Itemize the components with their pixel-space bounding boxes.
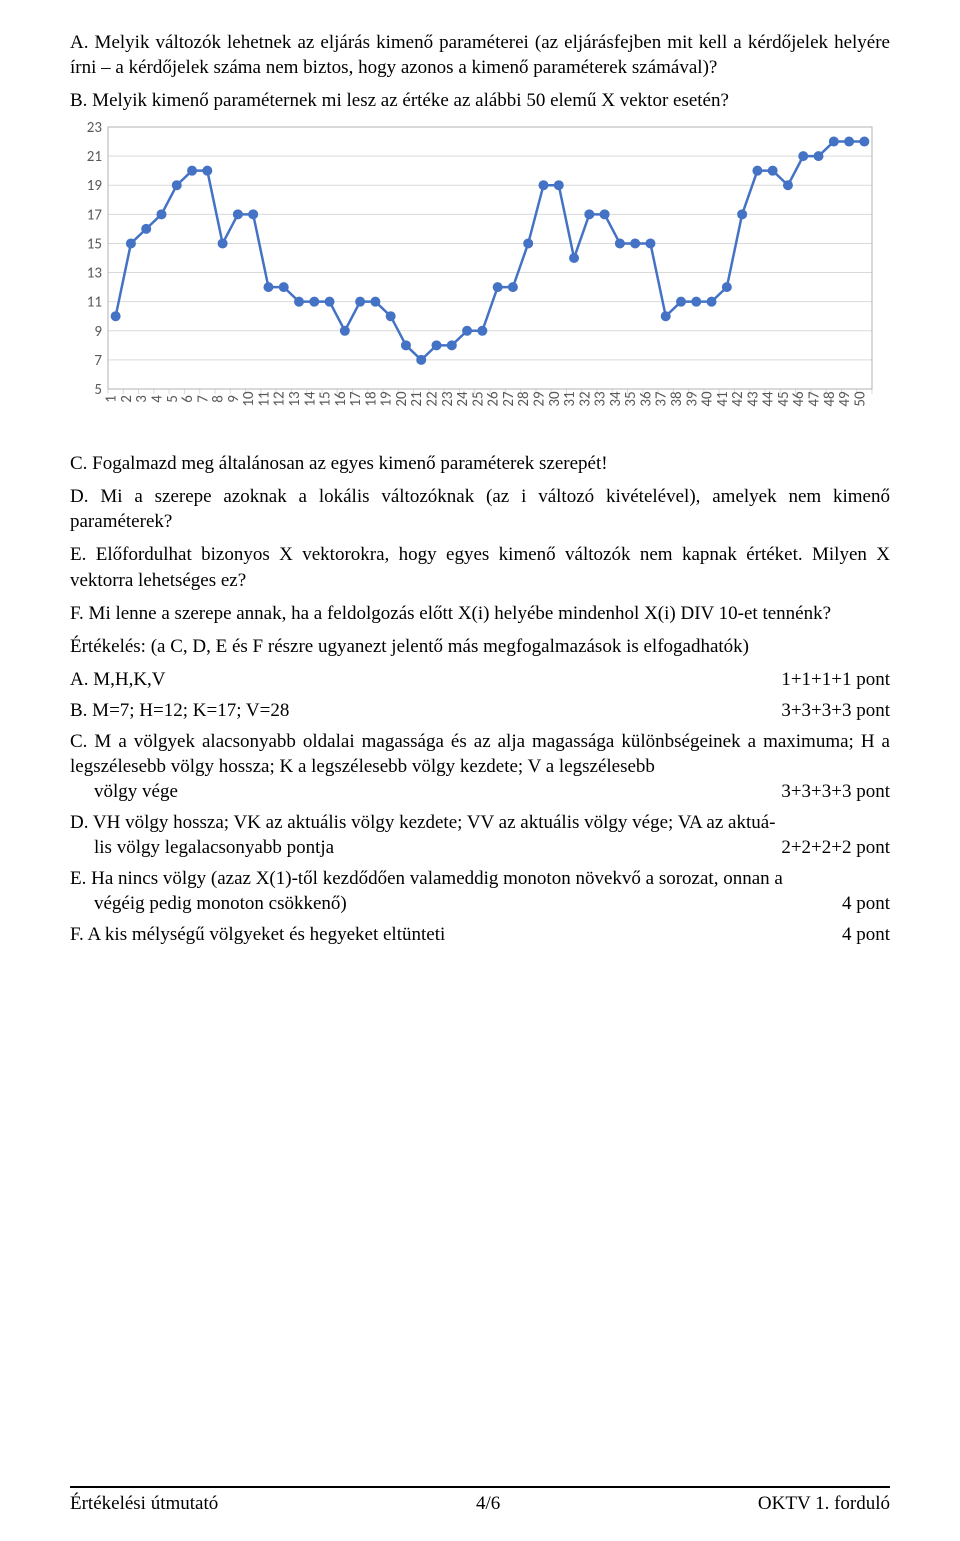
svg-text:17: 17 [87,207,103,225]
footer-right: OKTV 1. forduló [758,1491,890,1516]
question-a: A. Melyik változók lehetnek az eljárás k… [70,30,890,80]
answer-a-score: 1+1+1+1 pont [781,667,890,692]
answer-b-score: 3+3+3+3 pont [781,698,890,723]
line-chart: 5791113151719212312345678910111213141516… [70,121,882,441]
svg-text:21: 21 [87,148,102,166]
answer-d-score: 2+2+2+2 pont [781,835,890,860]
answer-c-row: C. M a völgyek alacsonyabb oldalai magas… [70,729,890,804]
svg-text:7: 7 [94,352,102,370]
answer-e-row: E. Ha nincs völgy (azaz X(1)-től kezdődő… [70,866,890,916]
chart-container: 5791113151719212312345678910111213141516… [70,121,882,441]
answer-c-lastleft: völgy vége [94,779,178,804]
answer-c-lastline: völgy vége 3+3+3+3 pont [70,779,890,804]
svg-text:13: 13 [87,265,103,283]
footer-left: Értékelési útmutató [70,1491,218,1516]
question-b: B. Melyik kimenő paraméternek mi lesz az… [70,88,890,113]
answer-d-lastline: lis völgy legalacsonyabb pontja 2+2+2+2 … [70,835,890,860]
svg-text:19: 19 [87,177,103,195]
answer-d-text: D. VH völgy hossza; VK az aktuális völgy… [70,812,776,833]
eval-heading: Értékelés: (a C, D, E és F részre ugyane… [70,634,890,659]
svg-text:50: 50 [851,391,869,407]
svg-text:23: 23 [87,121,103,137]
answer-e-text: E. Ha nincs völgy (azaz X(1)-től kezdődő… [70,868,783,889]
answer-d-lastleft: lis völgy legalacsonyabb pontja [94,835,334,860]
answer-c-text: C. M a völgyek alacsonyabb oldalai magas… [70,731,890,777]
svg-text:9: 9 [94,323,102,341]
answer-b-row: B. M=7; H=12; K=17; V=28 3+3+3+3 pont [70,698,890,723]
answer-f-row: F. A kis mélységű völgyeket és hegyeket … [70,922,890,947]
answer-a-row: A. M,H,K,V 1+1+1+1 pont [70,667,890,692]
svg-text:11: 11 [87,294,102,312]
answer-b-text: B. M=7; H=12; K=17; V=28 [70,698,781,723]
question-d: D. Mi a szerepe azoknak a lokális változ… [70,484,890,534]
svg-text:5: 5 [94,381,102,399]
question-e: E. Előfordulhat bizonyos X vektorokra, h… [70,542,890,592]
answer-c-score: 3+3+3+3 pont [781,779,890,804]
answer-e-score: 4 pont [842,891,890,916]
answer-e-lastline: végéig pedig monoton csökkenő) 4 pont [70,891,890,916]
footer-center: 4/6 [476,1491,500,1516]
question-c: C. Fogalmazd meg általánosan az egyes ki… [70,451,890,476]
question-f: F. Mi lenne a szerepe annak, ha a feldol… [70,601,890,626]
page-content: A. Melyik változók lehetnek az eljárás k… [70,30,890,948]
answer-a-text: A. M,H,K,V [70,667,781,692]
svg-text:15: 15 [87,236,102,254]
answer-f-text: F. A kis mélységű völgyeket és hegyeket … [70,922,842,947]
answer-e-lastleft: végéig pedig monoton csökkenő) [94,891,347,916]
page-footer: Értékelési útmutató 4/6 OKTV 1. forduló [70,1486,890,1516]
answer-d-row: D. VH völgy hossza; VK az aktuális völgy… [70,810,890,860]
answer-f-score: 4 pont [842,922,890,947]
